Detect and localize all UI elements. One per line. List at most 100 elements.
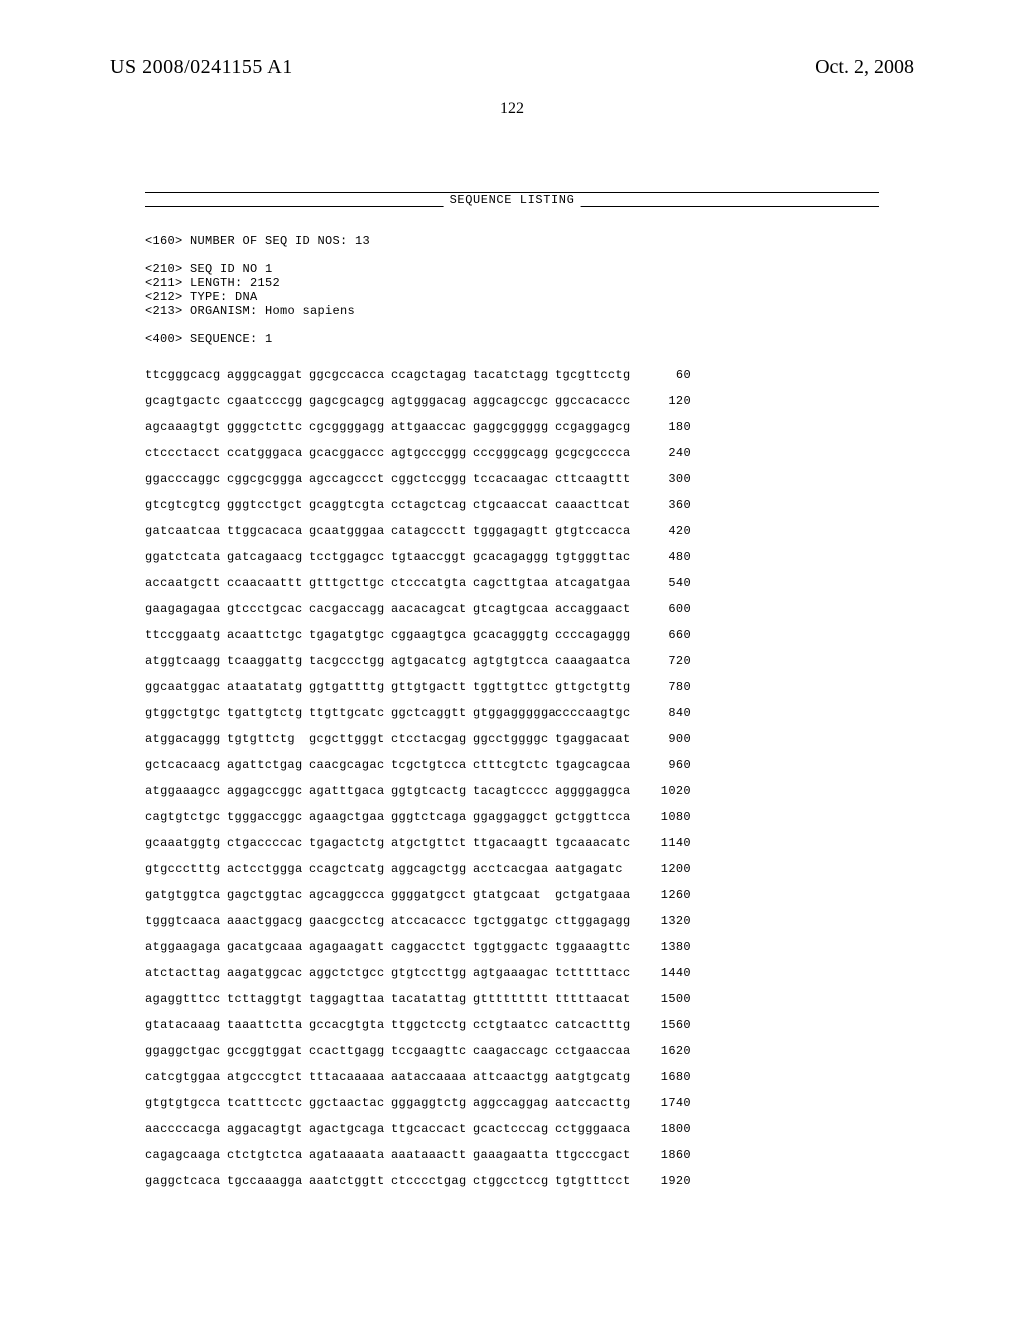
- sequence-count: 120: [647, 394, 691, 408]
- sequence-block: tacgccctgg: [309, 654, 391, 668]
- sequence-block: gaagagagaa: [145, 602, 227, 616]
- sequence-block: tggaaagttc: [555, 940, 637, 954]
- sequence-block: tgctggatgc: [473, 914, 555, 928]
- sequence-block: agcaaagtgt: [145, 420, 227, 434]
- sequence-block: gaaagaatta: [473, 1148, 555, 1162]
- sequence-block: agatttgaca: [309, 784, 391, 798]
- sequence-block: gcgcgcccca: [555, 446, 637, 460]
- sequence-block: gaacgcctcg: [309, 914, 391, 928]
- sequence-count: 660: [647, 628, 691, 642]
- sequence-block: atggacaggg: [145, 732, 227, 746]
- sequence-block: gctgatgaaa: [555, 888, 637, 902]
- sequence-block: gtgtgtgcca: [145, 1096, 227, 1110]
- sequence-row: agaggtttcctcttaggtgttaggagttaatacatattag…: [145, 992, 691, 1006]
- sequence-block: gaggctcaca: [145, 1174, 227, 1188]
- sequence-block: catagccctt: [391, 524, 473, 538]
- sequence-count: 1200: [647, 862, 691, 876]
- sequence-block: gtgccctttg: [145, 862, 227, 876]
- sequence-block: cacgaccagg: [309, 602, 391, 616]
- sequence-block: agattctgag: [227, 758, 309, 772]
- sequence-block: tccacaagac: [473, 472, 555, 486]
- sequence-count: 420: [647, 524, 691, 538]
- sequence-row: gcagtgactccgaatcccgggagcgcagcgagtgggacag…: [145, 394, 691, 408]
- sequence-block: aggggaggca: [555, 784, 637, 798]
- sequence-block: cctgaaccaa: [555, 1044, 637, 1058]
- sequence-block: caggacctct: [391, 940, 473, 954]
- sequence-block: ggcctggggc: [473, 732, 555, 746]
- sequence-block: tgggaccggc: [227, 810, 309, 824]
- sequence-block: ctgaccccac: [227, 836, 309, 850]
- sequence-block: ggaggaggct: [473, 810, 555, 824]
- sequence-count: 60: [647, 368, 691, 382]
- sequence-block: tgtgggttac: [555, 550, 637, 564]
- sequence-block: gagcgcagcg: [309, 394, 391, 408]
- sequence-block: tgattgtctg: [227, 706, 309, 720]
- sequence-block: ttggcacaca: [227, 524, 309, 538]
- sequence-count: 1860: [647, 1148, 691, 1162]
- sequence-row: aaccccacgaaggacagtgtagactgcagattgcaccact…: [145, 1122, 691, 1136]
- sequence-count: 240: [647, 446, 691, 460]
- sequence-block: cagagcaaga: [145, 1148, 227, 1162]
- sequence-count: 960: [647, 758, 691, 772]
- sequence-block: aggccaggag: [473, 1096, 555, 1110]
- sequence-row: cagtgtctgctgggaccggcagaagctgaagggtctcaga…: [145, 810, 691, 824]
- sequence-block: gcagtgactc: [145, 394, 227, 408]
- sequence-block: attcaactgg: [473, 1070, 555, 1084]
- sequence-count: 780: [647, 680, 691, 694]
- sequence-block: gccacgtgta: [309, 1018, 391, 1032]
- sequence-meta-line: <160> NUMBER OF SEQ ID NOS: 13: [145, 234, 370, 248]
- sequence-block: tcaaggattg: [227, 654, 309, 668]
- sequence-block: aggctctgcc: [309, 966, 391, 980]
- sequence-count: 600: [647, 602, 691, 616]
- sequence-block: agaagctgaa: [309, 810, 391, 824]
- sequence-block: catcgtggaa: [145, 1070, 227, 1084]
- sequence-row: ggatctcatagatcagaacgtcctggagcctgtaaccggt…: [145, 550, 691, 564]
- sequence-block: cctgtaatcc: [473, 1018, 555, 1032]
- sequence-block: gatgtggtca: [145, 888, 227, 902]
- sequence-block: agaggtttcc: [145, 992, 227, 1006]
- sequence-block: aagatggcac: [227, 966, 309, 980]
- sequence-block: aggcagctgg: [391, 862, 473, 876]
- sequence-block: tgtgttctg: [227, 732, 309, 746]
- sequence-block: ttgttgcatc: [309, 706, 391, 720]
- sequence-count: 1800: [647, 1122, 691, 1136]
- sequence-block: cgcggggagg: [309, 420, 391, 434]
- sequence-count: 1320: [647, 914, 691, 928]
- sequence-meta-line: [145, 318, 370, 332]
- sequence-block: tgcaaacatc: [555, 836, 637, 850]
- sequence-block: ggggatgcct: [391, 888, 473, 902]
- sequence-row: gcaaatggtgctgaccccactgagactctgatgctgttct…: [145, 836, 691, 850]
- sequence-block: taaattctta: [227, 1018, 309, 1032]
- sequence-row: ctccctacctccatgggacagcacggacccagtgcccggg…: [145, 446, 691, 460]
- sequence-block: caaagaatca: [555, 654, 637, 668]
- sequence-row: gatcaatcaattggcacacagcaatgggaacatagccctt…: [145, 524, 691, 538]
- sequence-block: cctagctcag: [391, 498, 473, 512]
- sequence-block: gcaaatggtg: [145, 836, 227, 850]
- sequence-block: taggagttaa: [309, 992, 391, 1006]
- sequence-block: gggtcctgct: [227, 498, 309, 512]
- sequence-block: cagcttgtaa: [473, 576, 555, 590]
- sequence-block: aggcagccgc: [473, 394, 555, 408]
- sequence-block: gcaggtcgta: [309, 498, 391, 512]
- sequence-block: atggaaagcc: [145, 784, 227, 798]
- sequence-row: gaagagagaagtccctgcaccacgaccaggaacacagcat…: [145, 602, 691, 616]
- sequence-count: 840: [647, 706, 691, 720]
- sequence-row: ggacccaggccggcgcgggaagccagccctcggctccggg…: [145, 472, 691, 486]
- sequence-block: gagctggtac: [227, 888, 309, 902]
- sequence-block: agccagccct: [309, 472, 391, 486]
- sequence-block: ggctaactac: [309, 1096, 391, 1110]
- sequence-block: tcttaggtgt: [227, 992, 309, 1006]
- sequence-block: aaataaactt: [391, 1148, 473, 1162]
- sequence-block: tcatttcctc: [227, 1096, 309, 1110]
- sequence-block: ccagctagag: [391, 368, 473, 382]
- sequence-rows: ttcgggcacgagggcaggatggcgccaccaccagctagag…: [145, 368, 691, 1200]
- sequence-block: ggccacaccc: [555, 394, 637, 408]
- sequence-block: ggcgccacca: [309, 368, 391, 382]
- sequence-block: gttgctgttg: [555, 680, 637, 694]
- sequence-row: atggacagggtgtgttctggcgcttgggtctcctacgagg…: [145, 732, 691, 746]
- sequence-block: actcctggga: [227, 862, 309, 876]
- sequence-block: tcctggagcc: [309, 550, 391, 564]
- sequence-block: tgagactctg: [309, 836, 391, 850]
- sequence-block: agggcaggat: [227, 368, 309, 382]
- sequence-block: ccatgggaca: [227, 446, 309, 460]
